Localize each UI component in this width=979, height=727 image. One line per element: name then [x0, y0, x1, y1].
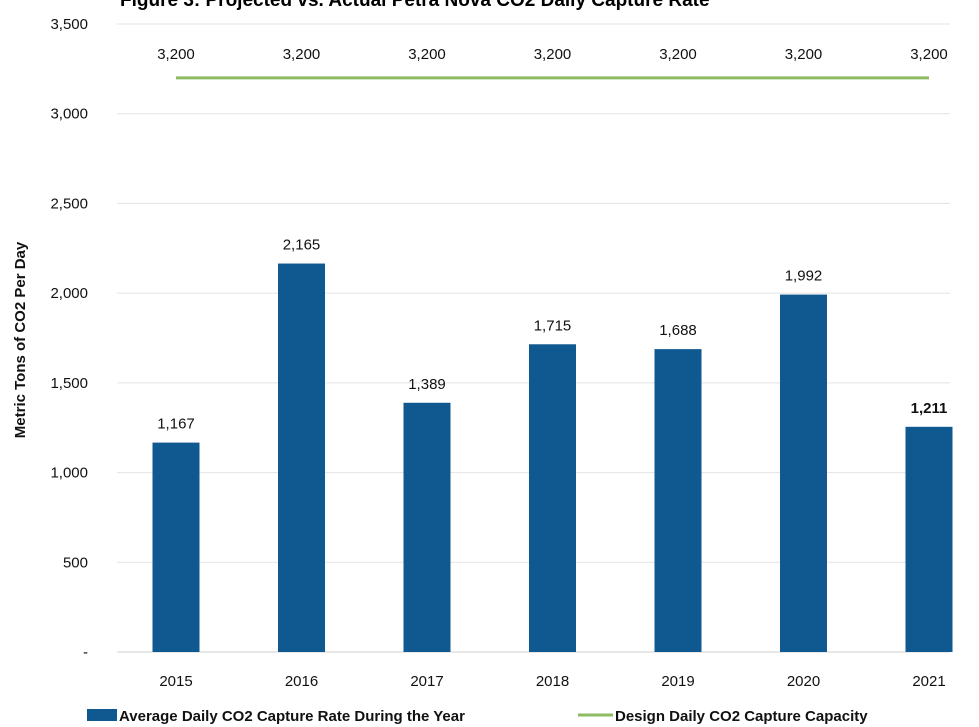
bar-value-label-2020: 1,992	[785, 268, 823, 285]
capacity-value-label-2016: 3,200	[283, 46, 321, 63]
x-tick-label-2020: 2020	[787, 673, 820, 690]
legend-label-line: Design Daily CO2 Capture Capacity	[615, 708, 868, 725]
capacity-value-label-2021: 3,200	[910, 46, 948, 63]
bar-2016	[278, 263, 325, 652]
capacity-value-label-2018: 3,200	[534, 46, 572, 63]
capacity-value-label-2020: 3,200	[785, 46, 823, 63]
bar-value-label-2018: 1,715	[534, 317, 572, 334]
x-tick-label-2019: 2019	[661, 673, 694, 690]
capacity-value-label-2019: 3,200	[659, 46, 697, 63]
legend: Average Daily CO2 Capture Rate During th…	[87, 708, 868, 725]
y-tick-label-7: 3,500	[50, 16, 88, 33]
x-tick-label-2021: 2021	[912, 673, 945, 690]
x-tick-label-2015: 2015	[159, 673, 192, 690]
x-tick-label-2018: 2018	[536, 673, 569, 690]
y-axis-ticks: - 500 1,000 1,500 2,000 2,500 3,000 3,500	[50, 16, 88, 661]
bar-series	[152, 263, 953, 652]
capacity-line-series: 3,200 3,200 3,200 3,200 3,200 3,200 3,200	[157, 46, 948, 80]
bar-2020	[780, 294, 827, 652]
bar-2019	[654, 349, 702, 652]
chart-title: Figure 3: Projected vs. Actual Petra Nov…	[120, 0, 710, 11]
y-tick-label-6: 3,000	[50, 106, 88, 123]
capacity-value-label-2017: 3,200	[408, 46, 446, 63]
legend-label-bar: Average Daily CO2 Capture Rate During th…	[119, 708, 465, 725]
x-tick-label-2017: 2017	[410, 673, 443, 690]
y-tick-label-4: 2,000	[50, 285, 88, 302]
bar-value-label-2015: 1,167	[157, 416, 195, 433]
capacity-value-label-2015: 3,200	[157, 46, 195, 63]
y-axis-label: Metric Tons of CO2 Per Day	[12, 241, 29, 438]
bar-value-label-2021: 1,211	[911, 400, 948, 417]
bar-data-labels: 1,167 2,165 1,389 1,715 1,688 1,992 1,211	[157, 237, 947, 433]
y-tick-label-3: 1,500	[50, 375, 88, 392]
legend-bar-swatch	[87, 709, 117, 721]
bar-2017	[403, 402, 451, 652]
y-tick-label-0: -	[83, 644, 88, 661]
y-tick-label-5: 2,500	[50, 195, 88, 212]
x-tick-label-2016: 2016	[285, 673, 318, 690]
bar-2015	[152, 442, 200, 652]
y-tick-label-1: 500	[63, 554, 88, 571]
bar-value-label-2019: 1,688	[659, 322, 697, 339]
x-axis-ticks: 2015 2016 2017 2018 2019 2020 2021	[159, 673, 945, 690]
y-tick-label-2: 1,000	[50, 465, 88, 482]
bar-value-label-2017: 1,389	[408, 376, 446, 393]
bar-2018	[529, 344, 576, 652]
bar-value-label-2016: 2,165	[283, 237, 321, 254]
bar-2021	[905, 426, 953, 652]
